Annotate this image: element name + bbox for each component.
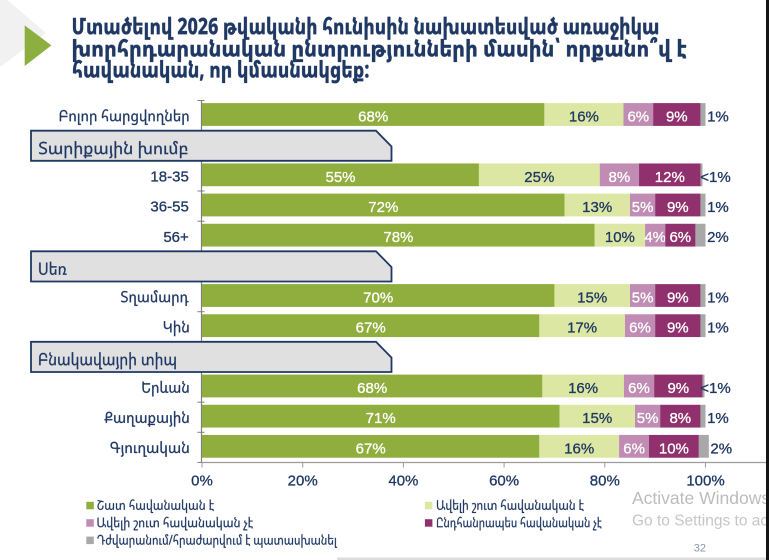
svg-text:56+: 56+: [163, 229, 189, 246]
svg-text:71%: 71%: [366, 410, 396, 427]
svg-text:9%: 9%: [667, 320, 689, 337]
svg-text:60%: 60%: [489, 473, 519, 490]
svg-text:6%: 6%: [629, 320, 651, 337]
svg-text:5%: 5%: [632, 199, 654, 216]
svg-text:70%: 70%: [363, 290, 393, 307]
svg-text:78%: 78%: [383, 229, 413, 246]
svg-text:18-35: 18-35: [150, 168, 188, 185]
svg-text:6%: 6%: [669, 229, 691, 246]
svg-text:8%: 8%: [609, 169, 631, 186]
svg-text:67%: 67%: [356, 320, 386, 337]
svg-text:Activate Windows: Activate Windows: [632, 488, 769, 508]
svg-text:1%: 1%: [707, 410, 729, 427]
svg-text:15%: 15%: [577, 290, 607, 307]
svg-text:5%: 5%: [632, 290, 654, 307]
svg-text:8%: 8%: [669, 410, 691, 427]
svg-text:9%: 9%: [666, 109, 688, 126]
svg-text:72%: 72%: [368, 199, 398, 216]
svg-text:16%: 16%: [564, 440, 594, 457]
svg-text:Go to Settings to activate Win: Go to Settings to activate Windows.: [632, 512, 769, 529]
svg-text:32: 32: [694, 543, 706, 555]
svg-text:1%: 1%: [707, 290, 729, 307]
svg-text:68%: 68%: [357, 380, 387, 397]
svg-text:0%: 0%: [191, 473, 213, 490]
svg-text:9%: 9%: [667, 380, 689, 397]
svg-text:9%: 9%: [667, 199, 689, 216]
svg-text:40%: 40%: [388, 473, 418, 490]
svg-text:68%: 68%: [358, 109, 388, 126]
svg-text:10%: 10%: [659, 440, 689, 457]
svg-text:15%: 15%: [582, 410, 612, 427]
svg-text:1%: 1%: [707, 199, 729, 216]
svg-text:6%: 6%: [623, 440, 645, 457]
svg-text:1%: 1%: [707, 320, 729, 337]
svg-text:4%: 4%: [644, 229, 666, 246]
svg-text:9%: 9%: [667, 290, 689, 307]
svg-text:6%: 6%: [627, 109, 649, 126]
svg-text:16%: 16%: [569, 109, 599, 126]
svg-text:100%: 100%: [686, 473, 724, 490]
svg-text:<1%: <1%: [700, 380, 730, 397]
svg-text:5%: 5%: [637, 410, 659, 427]
svg-text:25%: 25%: [524, 169, 554, 186]
svg-text:55%: 55%: [325, 169, 355, 186]
svg-text:6%: 6%: [628, 380, 650, 397]
svg-text:<1%: <1%: [700, 169, 730, 186]
svg-text:13%: 13%: [582, 199, 612, 216]
svg-text:10%: 10%: [605, 229, 635, 246]
svg-text:1%: 1%: [707, 109, 729, 126]
svg-text:2%: 2%: [710, 440, 732, 457]
svg-text:80%: 80%: [590, 473, 620, 490]
svg-text:16%: 16%: [568, 380, 598, 397]
svg-text:36-55: 36-55: [150, 199, 188, 216]
svg-text:67%: 67%: [356, 440, 386, 457]
svg-text:20%: 20%: [288, 473, 318, 490]
svg-text:2%: 2%: [707, 229, 729, 246]
svg-text:17%: 17%: [567, 320, 597, 337]
svg-text:12%: 12%: [655, 169, 685, 186]
